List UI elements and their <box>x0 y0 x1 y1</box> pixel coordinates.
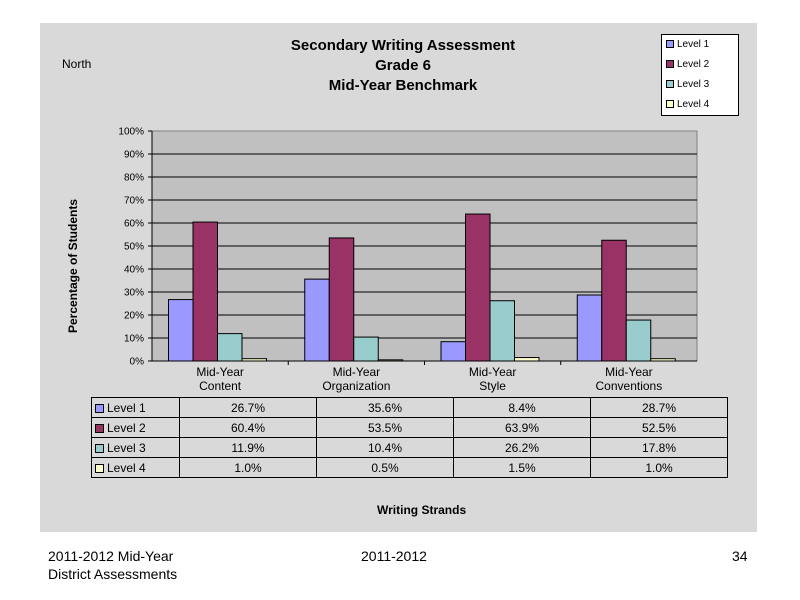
table-cell: 35.6% <box>316 397 454 418</box>
table-cell: 53.5% <box>316 417 454 438</box>
chart-title-line-1: Secondary Writing Assessment <box>290 37 516 54</box>
chart-legend: Level 1 Level 2 Level 3 Level 4 <box>661 34 739 116</box>
table-cell: 8.4% <box>453 397 591 418</box>
bar-level-2 <box>328 237 355 362</box>
footer-center: 2011-2012 <box>361 548 427 564</box>
table-series-label: Level 2 <box>107 420 146 435</box>
y-tick-label: 10% <box>124 334 144 345</box>
legend-label-level-1: Level 1 <box>677 39 710 50</box>
legend-item-level-4: Level 4 <box>666 99 709 110</box>
table-series-label: Level 3 <box>107 440 146 455</box>
table-series-label: Level 1 <box>107 400 146 415</box>
bar-level-1 <box>304 278 330 362</box>
x-category-label: Mid-Year Content <box>196 365 244 393</box>
x-category-label: Mid-Year Conventions <box>596 365 663 393</box>
bar-level-2 <box>465 213 491 362</box>
table-cell: 60.4% <box>179 417 317 438</box>
table-swatch-level-3 <box>95 443 104 453</box>
table-series-label: Level 4 <box>107 460 146 475</box>
bar-level-2 <box>192 221 218 362</box>
chart-title-line-2: Grade 6 <box>375 57 431 74</box>
table-row-level-2: Level 2 60.4% 53.5% 63.9% 52.5% <box>91 417 728 438</box>
y-tick-label: 100% <box>118 127 144 138</box>
y-tick-label: 60% <box>124 219 144 230</box>
bar-level-3 <box>625 319 652 362</box>
footer-left-line-2: District Assessments <box>48 566 178 582</box>
bar-level-3 <box>353 336 379 362</box>
table-series-cell: Level 3 <box>91 437 180 458</box>
bar-level-1 <box>440 341 466 362</box>
bar-level-4 <box>514 357 540 362</box>
table-series-cell: Level 2 <box>91 417 180 438</box>
y-tick-label: 90% <box>124 150 144 161</box>
table-swatch-level-2 <box>95 423 104 433</box>
table-cell: 52.5% <box>590 417 728 438</box>
table-cell: 26.7% <box>179 397 317 418</box>
x-axis-title: Writing Strands <box>377 503 467 517</box>
bar-level-3 <box>489 300 515 362</box>
table-cell: 17.8% <box>590 437 728 458</box>
x-category-label: Mid-Year Organization <box>322 365 390 393</box>
y-tick-label: 20% <box>124 311 144 322</box>
legend-item-level-1: Level 1 <box>666 39 709 50</box>
bar-level-4 <box>377 359 404 362</box>
y-tick-label: 70% <box>124 196 144 207</box>
table-row-level-4: Level 4 1.0% 0.5% 1.5% 1.0% <box>91 457 728 478</box>
x-category-label: Mid-Year Style <box>469 365 517 393</box>
region-label: North <box>62 57 92 71</box>
y-tick-label: 30% <box>124 288 144 299</box>
table-series-cell: Level 1 <box>91 397 180 418</box>
legend-item-level-2: Level 2 <box>666 59 709 70</box>
legend-swatch-level-1 <box>666 40 674 49</box>
footer-left-line-1: 2011-2012 Mid-Year <box>48 548 174 564</box>
table-cell: 11.9% <box>179 437 317 458</box>
table-series-cell: Level 4 <box>91 457 180 478</box>
legend-label-level-2: Level 2 <box>677 59 710 70</box>
table-cell: 63.9% <box>453 417 591 438</box>
page-number: 34 <box>732 548 748 564</box>
y-tick-label: 0% <box>130 357 145 368</box>
table-row-level-1: Level 1 26.7% 35.6% 8.4% 28.7% <box>91 397 728 418</box>
table-cell: 26.2% <box>453 437 591 458</box>
legend-item-level-3: Level 3 <box>666 79 709 90</box>
y-axis-title: Percentage of Students <box>66 199 80 333</box>
bar-level-1 <box>576 294 603 362</box>
y-tick-label: 40% <box>124 265 144 276</box>
bar-level-1 <box>168 299 194 362</box>
table-swatch-level-1 <box>95 403 104 413</box>
legend-label-level-3: Level 3 <box>677 79 710 90</box>
bar-level-2 <box>601 239 627 362</box>
legend-swatch-level-4 <box>666 100 674 109</box>
bar-level-3 <box>217 333 243 362</box>
data-table: Level 1 26.7% 35.6% 8.4% 28.7% Level 2 6… <box>91 397 728 478</box>
table-cell: 1.5% <box>453 457 591 478</box>
table-cell: 10.4% <box>316 437 454 458</box>
legend-label-level-4: Level 4 <box>677 99 710 110</box>
bar-level-4 <box>650 358 676 362</box>
table-cell: 0.5% <box>316 457 454 478</box>
y-tick-label: 50% <box>124 242 144 253</box>
bar-level-4 <box>241 358 267 362</box>
chart-title-line-3: Mid-Year Benchmark <box>328 77 478 94</box>
table-cell: 1.0% <box>590 457 728 478</box>
legend-swatch-level-3 <box>666 80 674 89</box>
y-tick-label: 80% <box>124 173 144 184</box>
legend-swatch-level-2 <box>666 60 674 69</box>
table-cell: 28.7% <box>590 397 728 418</box>
table-swatch-level-4 <box>95 463 104 473</box>
table-row-level-3: Level 3 11.9% 10.4% 26.2% 17.8% <box>91 437 728 458</box>
table-cell: 1.0% <box>179 457 317 478</box>
